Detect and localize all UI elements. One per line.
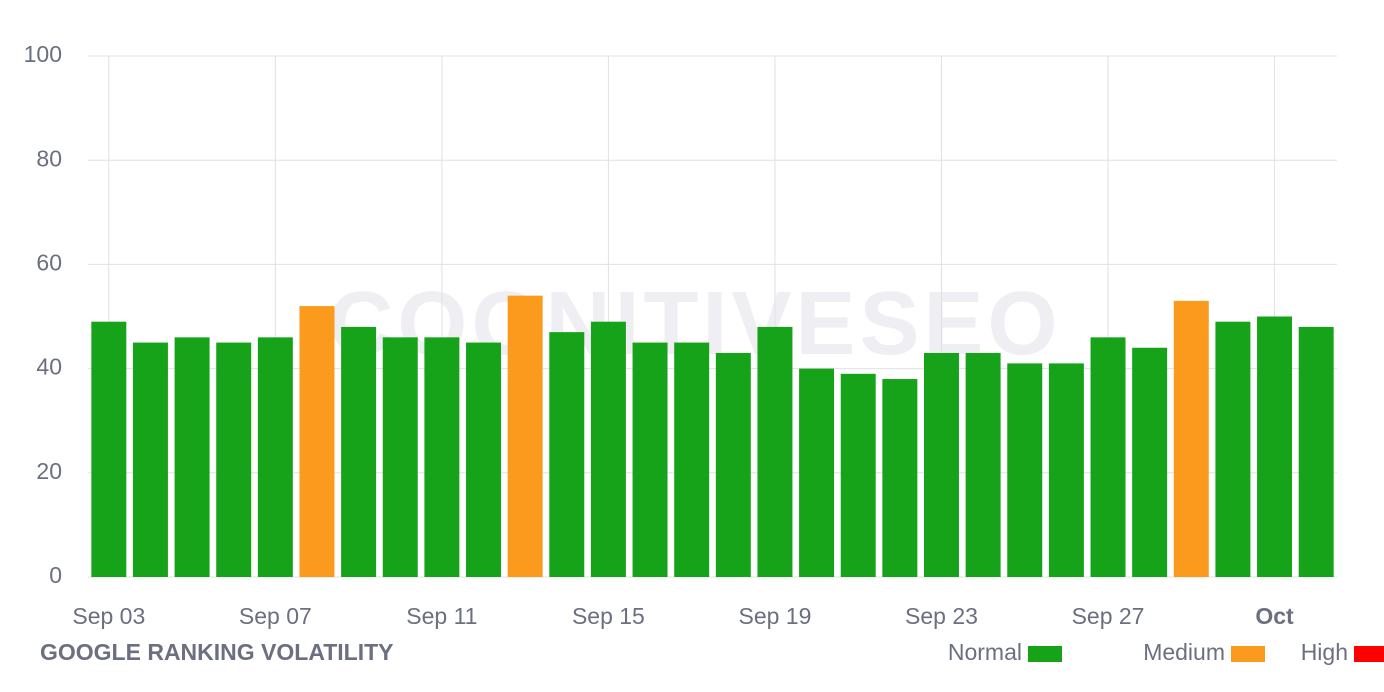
bar xyxy=(466,342,502,577)
bar xyxy=(549,332,585,577)
bar xyxy=(424,337,460,577)
x-tick-label: Sep 03 xyxy=(72,603,145,629)
y-tick-label: 60 xyxy=(36,249,62,275)
bar xyxy=(1298,326,1334,577)
bar xyxy=(299,306,335,577)
y-tick-label: 80 xyxy=(36,145,62,171)
x-tick-label: Sep 19 xyxy=(738,603,811,629)
bar xyxy=(923,352,959,577)
bar xyxy=(382,337,418,577)
bar xyxy=(1257,316,1293,577)
bar xyxy=(341,326,377,577)
y-tick-label: 40 xyxy=(36,354,62,380)
bar xyxy=(965,352,1001,577)
y-tick-label: 100 xyxy=(24,41,62,67)
bar xyxy=(1048,363,1084,577)
chart-title: GOOGLE RANKING VOLATILITY xyxy=(40,639,394,665)
x-tick-label: Sep 11 xyxy=(406,603,477,629)
bar xyxy=(757,326,793,577)
bar xyxy=(216,342,252,577)
legend-swatch xyxy=(1354,646,1384,662)
y-tick-label: 0 xyxy=(49,562,62,588)
bar xyxy=(507,295,543,577)
legend-label: Normal xyxy=(948,639,1022,665)
bar xyxy=(1132,347,1168,577)
bar xyxy=(132,342,168,577)
bar xyxy=(632,342,668,577)
legend-label: High xyxy=(1301,639,1348,665)
bar xyxy=(840,373,876,577)
legend-swatch xyxy=(1028,646,1062,662)
x-tick-label: Sep 07 xyxy=(239,603,312,629)
bar xyxy=(1007,363,1043,577)
bar xyxy=(1215,321,1251,577)
x-tick-label: Sep 27 xyxy=(1072,603,1145,629)
bar xyxy=(174,337,210,577)
bar xyxy=(715,352,751,577)
x-tick-label: Oct xyxy=(1255,603,1294,629)
bar xyxy=(799,368,835,577)
x-tick-label: Sep 23 xyxy=(905,603,978,629)
bar xyxy=(257,337,293,577)
bar xyxy=(91,321,127,577)
x-tick-label: Sep 15 xyxy=(572,603,645,629)
bar xyxy=(1090,337,1126,577)
bar xyxy=(882,379,918,577)
bar xyxy=(674,342,710,577)
y-tick-label: 20 xyxy=(36,458,62,484)
bar xyxy=(590,321,626,577)
bar xyxy=(1173,300,1209,577)
legend-label: Medium xyxy=(1143,639,1225,665)
legend-swatch xyxy=(1231,646,1265,662)
